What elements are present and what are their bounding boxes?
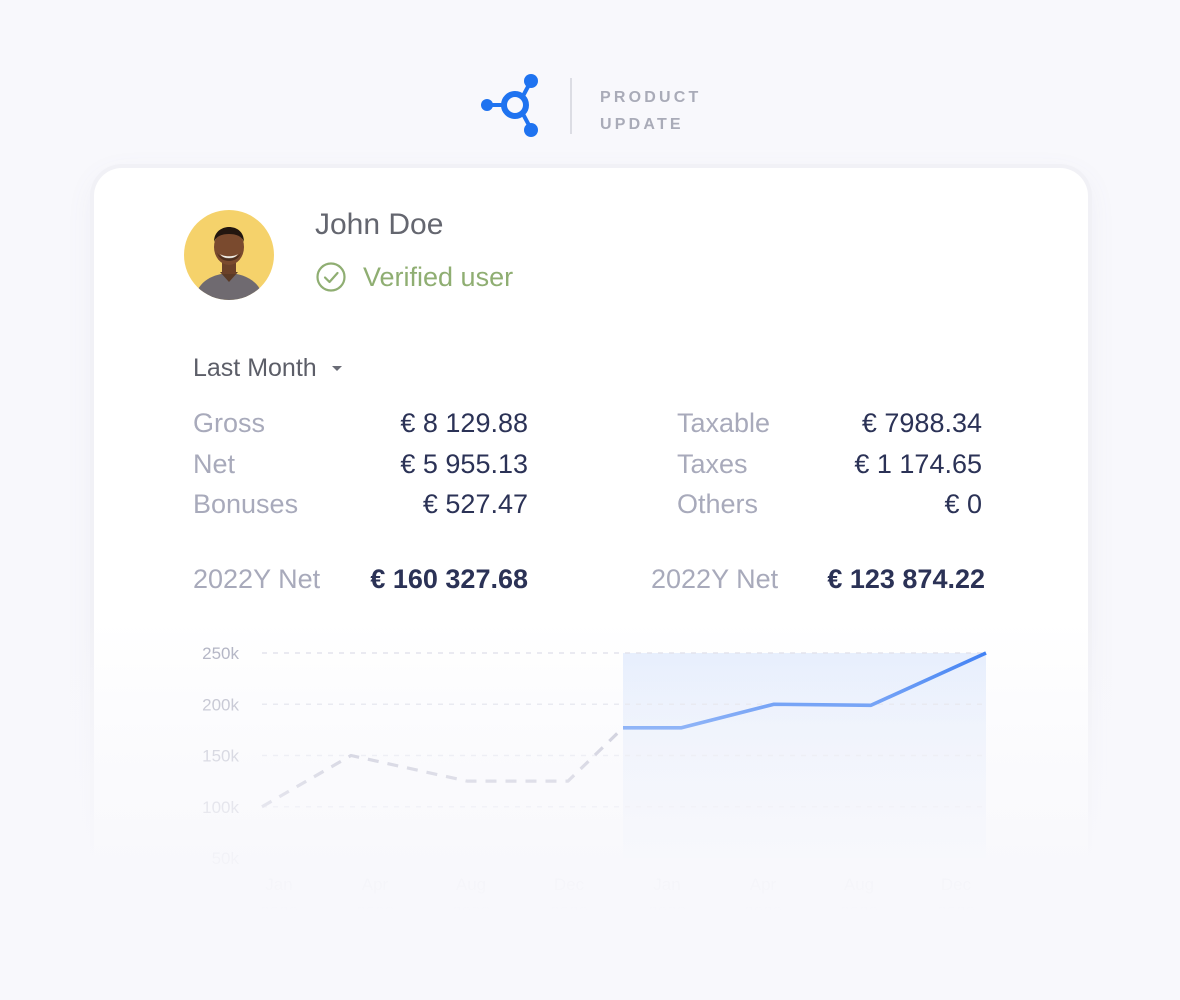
period-dropdown-label: Last Month [193,354,317,382]
annual-net-label-2022-a: 2022Y Net [193,564,321,594]
user-name: John Doe [315,208,444,241]
stat-value-taxable: € 7988.34 [861,408,982,438]
header-title: PRODUCT UPDATE [600,84,702,138]
header-title-line1: PRODUCT [600,89,702,106]
avatar-image [184,210,274,300]
stat-label-gross: Gross [193,408,266,438]
stat-label-net: Net [193,449,236,479]
period-dropdown[interactable]: Last Month [193,354,343,383]
chart-ytick-label: 250k [202,644,239,663]
payroll-card: John Doe Verified user Last Month Gross … [94,168,1088,948]
stat-label-bonuses: Bonuses [193,489,299,519]
chart-ytick-label: 100k [202,798,239,817]
chart-xtick-label: Dec 2022 [550,875,588,922]
network-node-icon [481,74,538,137]
stat-label-taxes: Taxes [677,449,748,479]
chart-ytick-label: 150k [202,747,239,766]
annual-net-label-2022-b: 2022Y Net [651,564,779,594]
stat-value-gross: € 8 129.88 [400,408,528,438]
chart-xtick-label: Aug 2023 [840,875,878,922]
chart-xtick-label: Dec 2023 [937,875,975,922]
avatar [184,210,274,300]
chart-xtick-label: Jan 2023 [648,875,686,922]
verified-status: Verified user [315,260,513,294]
chart-xtick-label: Aug 2022 [452,875,490,922]
chart-series-line-2023 [623,651,987,730]
annual-net-value-2022-a: € 160 327.68 [370,564,528,594]
stat-label-taxable: Taxable [677,408,771,438]
chart-ytick-label: 50k [212,849,240,868]
verified-status-text: Verified user [363,261,514,292]
stat-value-net: € 5 955.13 [400,449,528,479]
chart-series-line-2022 [261,726,625,809]
stat-value-bonuses: € 527.47 [422,489,528,519]
check-circle-icon [316,262,346,292]
chart-xtick-label: Jan 2022 [260,875,298,922]
stat-label-others: Others [677,489,759,519]
caret-down-icon [331,365,342,371]
product-update-header: PRODUCT UPDATE [0,72,1180,138]
chart-xtick-label: Apr 2022 [356,875,394,922]
stat-value-others: € 0 [944,489,982,519]
annual-net-value-2022-b: € 123 874.22 [827,564,985,594]
chart-ytick-label: 200k [202,695,239,714]
stat-value-taxes: € 1 174.65 [854,449,982,479]
chart-xtick-label: Apr 2023 [744,875,782,922]
header-divider [570,78,572,134]
chart-highlight-band-2023 [623,653,986,858]
header-title-line2: UPDATE [600,116,684,133]
